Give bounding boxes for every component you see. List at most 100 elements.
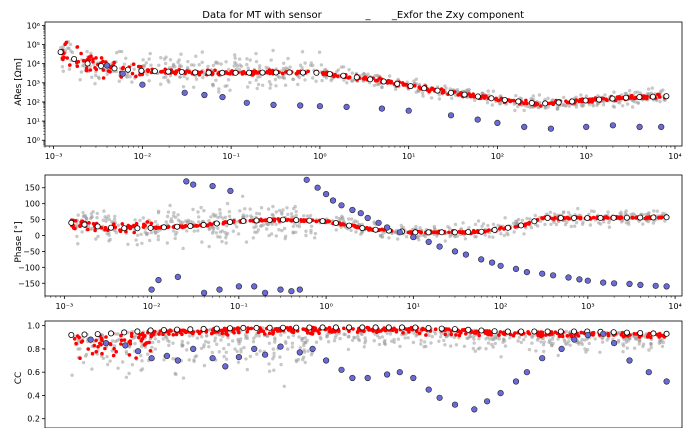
phase-gray-point bbox=[566, 210, 571, 215]
ares-gray-point bbox=[90, 75, 94, 80]
phase-red-point bbox=[263, 218, 268, 222]
cc-red-point bbox=[86, 347, 90, 351]
ares-red-point bbox=[131, 62, 136, 66]
ares-final-point bbox=[165, 68, 172, 75]
phase-gray-point bbox=[149, 230, 154, 235]
cc-gray-point bbox=[171, 357, 175, 361]
cc-gray-point bbox=[392, 340, 396, 344]
cc-final-point bbox=[160, 326, 167, 333]
cc-red-point bbox=[290, 330, 294, 334]
ares-ylabel: ARes [Ωm] bbox=[14, 58, 24, 106]
cc-gray-point bbox=[503, 344, 508, 348]
ares-gray-point bbox=[157, 63, 161, 67]
phase-gray-point bbox=[602, 220, 606, 224]
ares-final-point bbox=[596, 96, 603, 103]
cc-gray-point bbox=[495, 336, 499, 340]
phase-gray-point bbox=[281, 208, 285, 212]
phase-final-point bbox=[319, 218, 326, 225]
cc-final-point bbox=[279, 324, 286, 331]
cc-red-point bbox=[96, 345, 100, 349]
phase-gray-point bbox=[218, 235, 222, 239]
cc-gray-point bbox=[411, 340, 416, 345]
cc-gray-point bbox=[530, 334, 534, 338]
phase-gray-point bbox=[525, 216, 529, 221]
cc-blue-point bbox=[523, 369, 531, 376]
cc-gray-point bbox=[542, 349, 546, 354]
cc-gray-point bbox=[508, 336, 512, 340]
phase-red-point bbox=[380, 227, 384, 232]
phase-blue-point bbox=[610, 280, 618, 287]
phase-panel: −150 −100 −50 0 50 100 150 10⁻³ 10⁻² 10⁻¹ 10⁰ 10¹ 10… bbox=[18, 174, 683, 311]
ares-final-point bbox=[421, 85, 428, 92]
cc-red-point bbox=[475, 330, 479, 335]
cc-red-point bbox=[271, 332, 275, 336]
cc-gray-point bbox=[516, 339, 520, 343]
cc-red-point bbox=[449, 332, 454, 337]
ares-red-point bbox=[471, 92, 476, 96]
cc-blue-point bbox=[471, 406, 478, 413]
phase-gray-point bbox=[463, 237, 468, 241]
cc-red-point bbox=[231, 329, 235, 334]
phase-gray-point bbox=[294, 213, 298, 218]
cc-gray-point bbox=[338, 336, 342, 341]
phase-red-point bbox=[78, 224, 82, 228]
cc-gray-point bbox=[302, 355, 306, 359]
phase-gray-point bbox=[285, 206, 289, 210]
cc-gray-point bbox=[193, 355, 197, 359]
cc-red-point bbox=[443, 332, 448, 337]
phase-final-point bbox=[279, 216, 286, 223]
ares-final-point bbox=[542, 100, 549, 107]
cc-final-point bbox=[465, 326, 472, 333]
ares-red-point bbox=[458, 92, 462, 96]
cc-red-point bbox=[285, 326, 290, 330]
ares-xtick-label: 10⁻² bbox=[134, 152, 152, 161]
ares-gray-point bbox=[248, 58, 252, 62]
cc-red-point bbox=[256, 330, 261, 335]
ares-red-point bbox=[403, 83, 408, 87]
ares-blue-point bbox=[243, 99, 250, 106]
cc-gray-point bbox=[427, 333, 431, 338]
cc-gray-point bbox=[181, 376, 186, 380]
ares-red-point bbox=[241, 70, 246, 74]
phase-final-point bbox=[68, 219, 75, 226]
ares-gray-point bbox=[60, 65, 65, 69]
cc-gray-point bbox=[383, 338, 387, 343]
cc-gray-point bbox=[306, 349, 310, 353]
phase-red-point bbox=[338, 221, 342, 225]
phase-red-point bbox=[145, 220, 150, 224]
cc-gray-point bbox=[180, 339, 184, 344]
ares-final-point bbox=[609, 95, 616, 102]
cc-gray-point bbox=[385, 331, 389, 336]
cc-final-point bbox=[544, 328, 551, 335]
phase-gray-point bbox=[126, 242, 130, 246]
phase-gray-point bbox=[334, 228, 338, 232]
ares-red-point bbox=[362, 76, 367, 80]
ares-gray-point bbox=[178, 75, 182, 79]
phase-gray-point bbox=[80, 230, 84, 234]
phase-gray-point bbox=[576, 206, 580, 211]
cc-panel: 0.2 0.4 0.6 0.8 1.0 bbox=[27, 320, 683, 428]
phase-gray-point bbox=[486, 223, 490, 228]
cc-gray-point bbox=[660, 344, 665, 349]
ares-gray-point bbox=[601, 103, 606, 107]
phase-gray-point bbox=[218, 215, 223, 219]
cc-red-point bbox=[606, 331, 610, 336]
cc-final-points bbox=[68, 324, 670, 338]
cc-blue-point bbox=[610, 340, 618, 347]
ares-red-point bbox=[346, 76, 351, 80]
phase-gray-point bbox=[291, 231, 295, 235]
cc-final-point bbox=[610, 329, 617, 336]
phase-gray-point bbox=[347, 217, 351, 221]
cc-gray-point bbox=[624, 340, 628, 344]
phase-gray-point bbox=[172, 211, 176, 215]
ares-blue-points bbox=[103, 62, 665, 132]
cc-gray-point bbox=[139, 368, 143, 372]
cc-blue-point bbox=[410, 374, 417, 382]
ares-gray-point bbox=[300, 66, 304, 70]
phase-final-point bbox=[121, 225, 128, 232]
ares-gray-point bbox=[531, 94, 535, 98]
ares-red-point bbox=[632, 96, 636, 101]
ares-gray-point bbox=[233, 56, 237, 60]
ares-blue-point bbox=[547, 125, 555, 132]
